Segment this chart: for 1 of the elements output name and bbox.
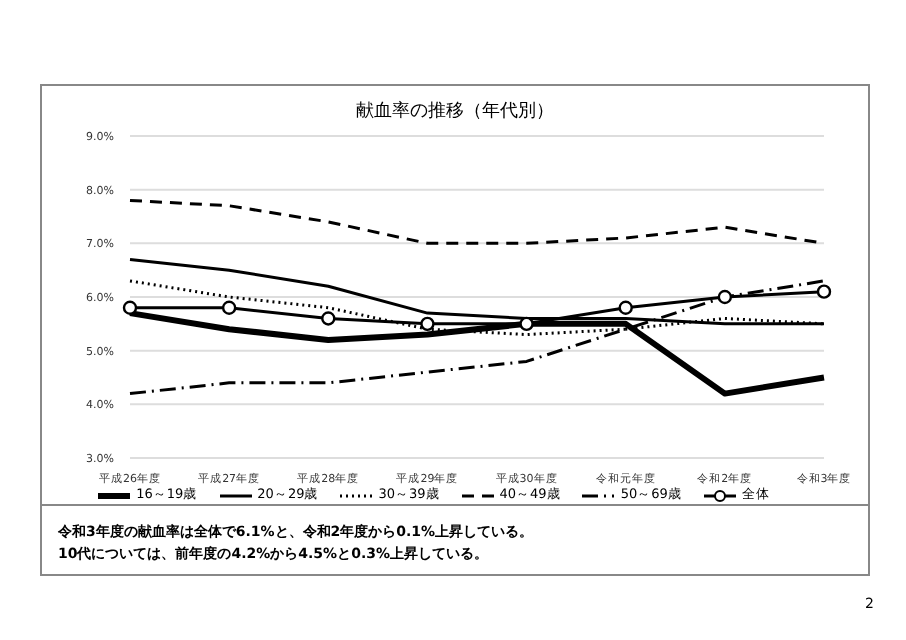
- chart-title: 献血率の推移（年代別）: [354, 99, 556, 124]
